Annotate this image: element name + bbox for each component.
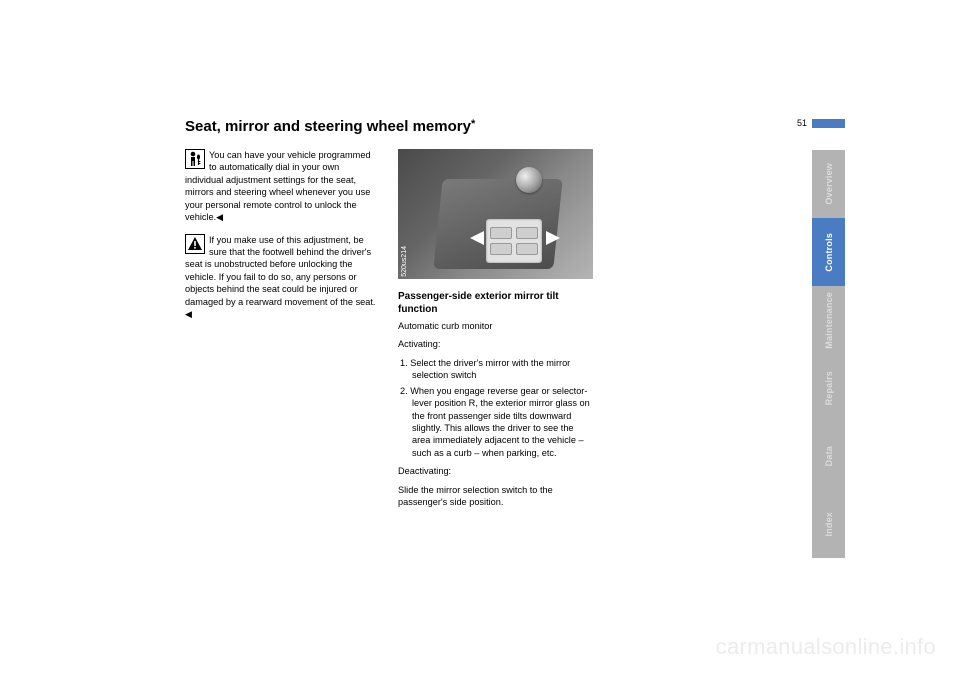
figure-mirror-knob — [516, 167, 542, 193]
watermark: carmanualsonline.info — [716, 634, 936, 660]
title-text: Seat, mirror and steering wheel memory — [185, 118, 471, 135]
subheading-mirror-tilt: Passenger-side exterior mirror tilt func… — [398, 291, 593, 316]
paragraph-key-memory-text: You can have your vehicle pro­grammed to… — [185, 150, 371, 222]
activating-label: Activating: — [398, 338, 593, 350]
tab-overview[interactable]: Overview — [812, 150, 845, 218]
mirror-switch-figure: 520us214 — [398, 149, 593, 279]
figure-code: 520us214 — [400, 246, 409, 277]
page-title: Seat, mirror and steering wheel memory* — [185, 118, 775, 135]
tab-data-label: Data — [824, 446, 834, 466]
step-1: 1. Select the driver's mirror with the m… — [400, 357, 593, 382]
paragraph-key-memory: You can have your vehicle pro­grammed to… — [185, 149, 380, 224]
paragraph-warning-text: If you make use of this adjust­ment, be … — [185, 235, 376, 307]
tab-index-label: Index — [824, 512, 834, 537]
tab-controls[interactable]: Controls — [812, 218, 845, 286]
activating-steps: 1. Select the driver's mirror with the m… — [400, 357, 593, 459]
figure-arrow-right-icon — [546, 231, 560, 245]
curb-monitor-label: Automatic curb monitor — [398, 320, 593, 332]
columns: You can have your vehicle pro­grammed to… — [185, 149, 775, 514]
column-2: 520us214 Passenger-side exterior mirror … — [398, 149, 593, 514]
warning-icon — [185, 234, 205, 254]
paragraph-warning: If you make use of this adjust­ment, be … — [185, 234, 380, 321]
end-mark-icon: ◀ — [216, 211, 223, 223]
deactivating-label: Deactivating: — [398, 465, 593, 477]
figure-switch-block — [486, 219, 542, 263]
step-2: 2. When you engage reverse gear or selec… — [400, 385, 593, 460]
page-content: Seat, mirror and steering wheel memory* … — [185, 118, 775, 514]
tab-index[interactable]: Index — [812, 490, 845, 558]
tab-overview-label: Overview — [824, 163, 834, 205]
tab-repairs[interactable]: Repairs — [812, 354, 845, 422]
deactivating-text: Slide the mirror selection switch to the… — [398, 484, 593, 509]
figure-arrow-left-icon — [470, 231, 484, 245]
tab-data[interactable]: Data — [812, 422, 845, 490]
tab-repairs-label: Repairs — [824, 371, 834, 405]
end-mark-icon: ◀ — [185, 308, 192, 320]
key-person-icon — [185, 149, 205, 169]
tab-maintenance-label: Maintenance — [824, 292, 834, 349]
side-tabs: Overview Controls Maintenance Repairs Da… — [812, 150, 845, 558]
column-1: You can have your vehicle pro­grammed to… — [185, 149, 380, 514]
header-accent-bar — [812, 119, 845, 128]
tab-controls-label: Controls — [824, 233, 834, 272]
title-asterisk: * — [471, 118, 475, 130]
tab-maintenance[interactable]: Maintenance — [812, 286, 845, 354]
page-number: 51 — [797, 118, 807, 128]
